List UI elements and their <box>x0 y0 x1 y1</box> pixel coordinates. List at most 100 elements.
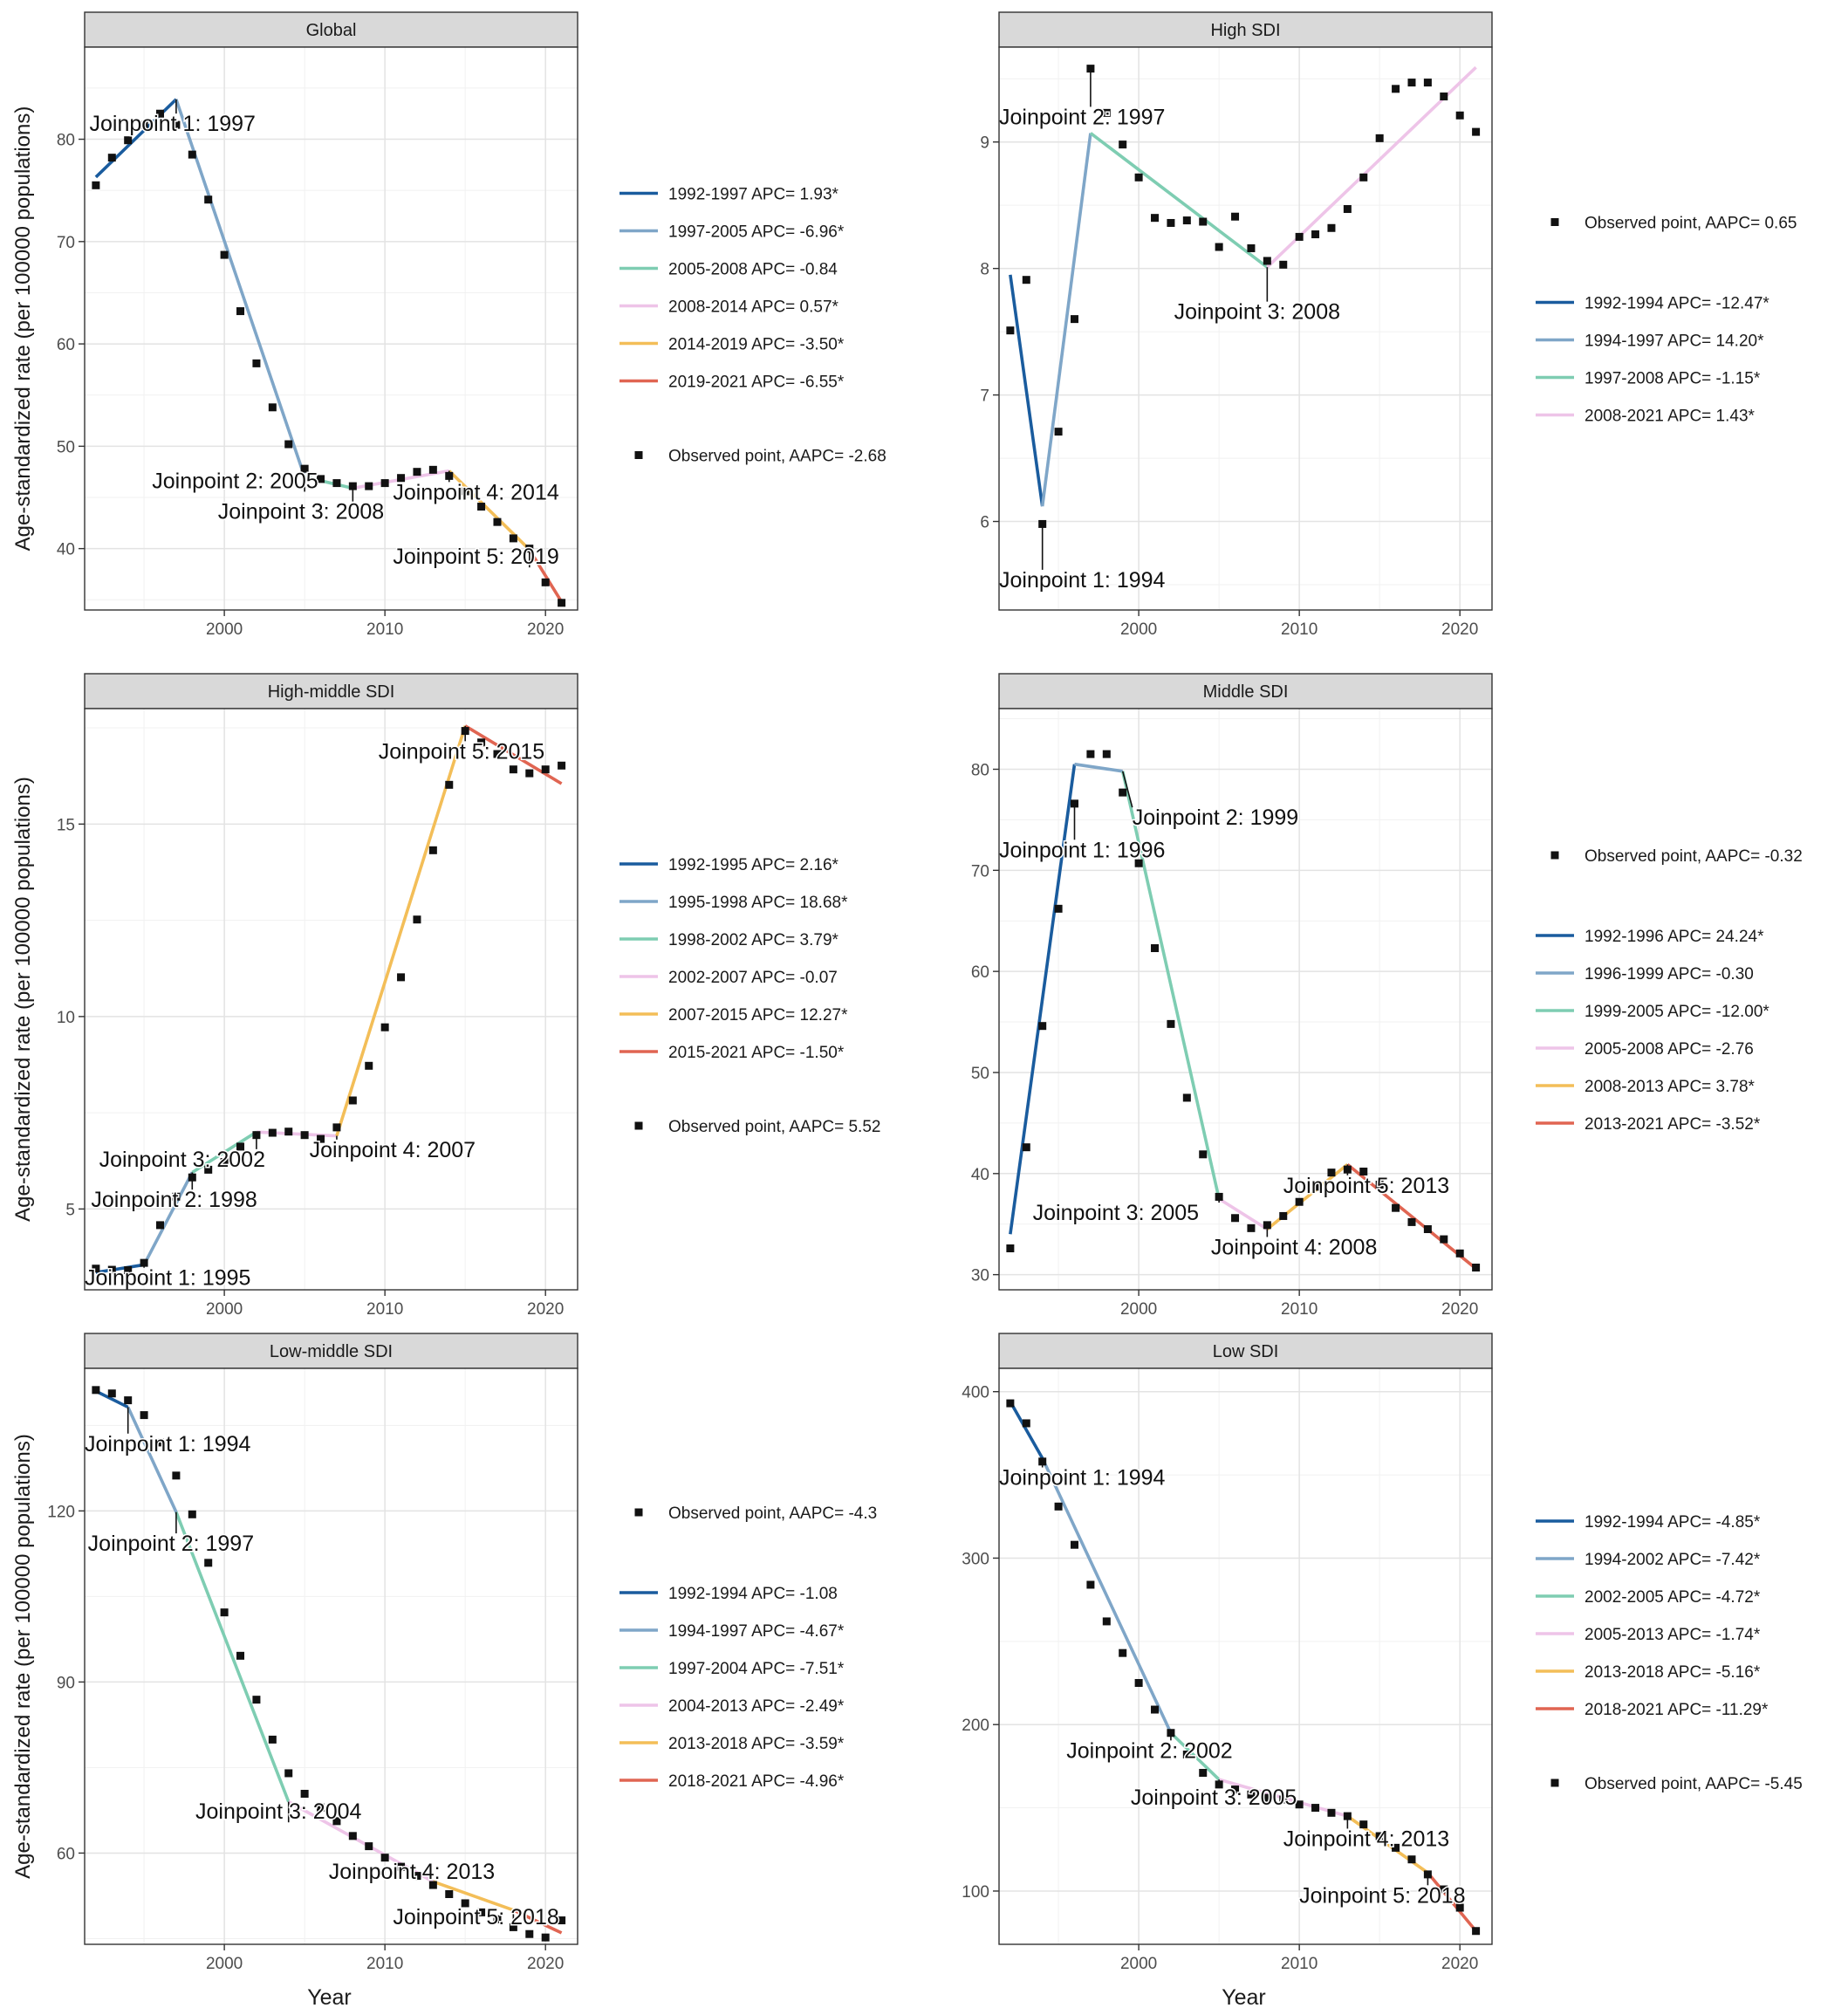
observed-point <box>380 1023 389 1031</box>
plot-border <box>84 1367 578 1945</box>
observed-point <box>525 1929 534 1938</box>
observed-point <box>92 181 100 189</box>
joinpoint-label: Joinpoint 4: 2008 <box>1211 1235 1377 1259</box>
segment-line <box>432 1880 514 1912</box>
legend-observed-label: Observed point, AAPC= -5.45 <box>1584 1775 1803 1793</box>
observed-point <box>1199 1769 1208 1778</box>
observed-point <box>428 465 437 474</box>
observed-point <box>252 359 261 367</box>
observed-point <box>332 479 341 488</box>
panel-low-middle-sdi: Low-middle SDI 2000 2010 2020 60 90 120 Joinpoi… <box>47 1333 877 1973</box>
joinpoint-label: Joinpoint 4: 2007 <box>310 1138 476 1162</box>
observed-point <box>1054 1502 1063 1511</box>
observed-point <box>1022 1419 1030 1428</box>
legend-item-label: 1996-1999 APC= -0.30 <box>1584 965 1754 984</box>
observed-point <box>1102 1617 1111 1626</box>
observed-point <box>1455 111 1464 120</box>
panel-title: High SDI <box>1210 21 1280 40</box>
observed-point <box>300 1131 309 1140</box>
y-tick-label: 300 <box>962 1550 989 1568</box>
observed-point <box>1472 127 1481 136</box>
y-tick-label: 60 <box>971 963 989 982</box>
observed-point <box>1279 1795 1288 1804</box>
joinpoint-label: Joinpoint 4: 2013 <box>1283 1827 1449 1851</box>
observed-point <box>1086 1580 1095 1589</box>
legend-item-label: 1997-2005 APC= -6.96* <box>668 223 845 242</box>
x-tick-label: 2020 <box>527 1955 564 1973</box>
y-tick-label: 400 <box>962 1384 989 1402</box>
observed-point <box>107 1389 116 1398</box>
legend-observed-label: Observed point, AAPC= -2.68 <box>668 448 886 466</box>
segment-line <box>95 1263 145 1274</box>
observed-point <box>428 846 437 854</box>
observed-point <box>220 1158 229 1167</box>
x-tick-label: 2010 <box>366 1955 403 1973</box>
observed-point <box>107 1265 116 1274</box>
observed-point <box>1006 1399 1015 1408</box>
observed-point <box>140 1258 148 1267</box>
observed-point <box>1182 1751 1191 1759</box>
observed-point <box>1102 750 1111 758</box>
joinpoint-label: Joinpoint 1: 1997 <box>90 112 256 136</box>
plot-area <box>85 1368 578 1944</box>
legend-item-label: 2005-2008 APC= -0.84 <box>668 261 838 279</box>
plot-border <box>998 708 1493 1291</box>
observed-point <box>1472 1927 1481 1936</box>
observed-point <box>124 1266 133 1275</box>
segment-line <box>512 1909 563 1935</box>
legend-key-point <box>1550 218 1559 226</box>
observed-point <box>1054 904 1063 913</box>
observed-point <box>107 154 116 162</box>
legend-item-label: 1997-2008 APC= -1.15* <box>1584 370 1761 388</box>
observed-point <box>1086 750 1095 758</box>
y-tick-label: 40 <box>971 1166 989 1184</box>
panel-strip <box>998 673 1493 709</box>
legend: Observed point, AAPC= 0.65 1992-1994 APC=… <box>1536 215 1797 426</box>
observed-point <box>236 1651 245 1660</box>
joinpoint-label: Joinpoint 4: 2014 <box>393 480 559 504</box>
x-tick-label: 2000 <box>206 620 243 639</box>
observed-point <box>268 1735 277 1744</box>
observed-point <box>413 915 421 924</box>
legend-item-label: 2002-2005 APC= -4.72* <box>1584 1588 1761 1607</box>
observed-point <box>284 1769 293 1778</box>
observed-point <box>1263 1793 1271 1802</box>
legend: 1992-1994 APC= -4.85* 1994-2002 APC= -7.4… <box>1536 1513 1803 1793</box>
plot-border <box>84 708 578 1291</box>
observed-point <box>348 1832 357 1840</box>
observed-point <box>236 1142 245 1151</box>
segment-line <box>464 724 563 785</box>
plot-border <box>998 1367 1493 1945</box>
legend-key-point <box>634 1508 643 1517</box>
segment-line <box>335 725 467 1137</box>
joinpoint-label: Joinpoint 5: 2019 <box>393 545 558 569</box>
legend-key-point <box>634 451 643 459</box>
legend-item-label: 2018-2021 APC= -4.96* <box>668 1772 845 1791</box>
observed-point <box>1247 1790 1256 1799</box>
plot-area <box>999 709 1492 1290</box>
segment-line <box>95 1389 129 1409</box>
observed-point <box>1327 1169 1336 1177</box>
joinpoint-label: Joinpoint 2: 1997 <box>88 1532 254 1556</box>
x-tick-label: 2020 <box>1441 1300 1478 1319</box>
y-tick-label: 100 <box>962 1883 989 1902</box>
y-tick-label: 80 <box>57 132 75 150</box>
y-tick-label: 7 <box>980 387 989 406</box>
observed-point <box>1022 1143 1030 1152</box>
legend-item-label: 1999-2005 APC= -12.00* <box>1584 1003 1769 1021</box>
segment-line <box>1346 1162 1477 1271</box>
observed-point <box>317 1803 325 1812</box>
legend-observed-label: Observed point, AAPC= -0.32 <box>1584 847 1803 866</box>
legend-item-label: 1992-1995 APC= 2.16* <box>668 856 839 874</box>
x-tick-label: 2010 <box>1281 620 1318 639</box>
legend-item-label: 2013-2018 APC= -3.59* <box>668 1735 845 1753</box>
y-tick-label: 120 <box>47 1503 75 1521</box>
observed-point <box>1038 1022 1047 1031</box>
observed-point <box>1375 1832 1384 1840</box>
observed-point <box>220 1608 229 1617</box>
joinpoint-label: Joinpoint 4: 2013 <box>329 1860 495 1884</box>
legend-item-label: 2008-2013 APC= 3.78* <box>1584 1078 1756 1096</box>
observed-point <box>1231 1785 1240 1794</box>
observed-point <box>1134 1679 1143 1688</box>
observed-point <box>1167 1019 1175 1028</box>
